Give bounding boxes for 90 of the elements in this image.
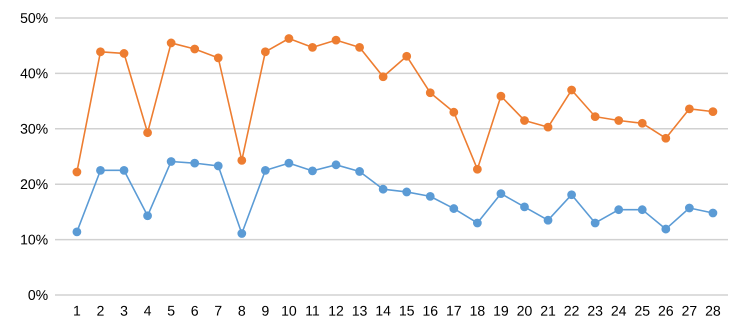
x-tick-label: 13 (352, 306, 367, 316)
point (143, 128, 152, 138)
x-tick-label: 12 (329, 306, 344, 316)
point (684, 204, 694, 212)
point (449, 108, 458, 117)
point (661, 224, 670, 234)
x-tick-label: 23 (588, 306, 602, 316)
x-tick-label: 14 (376, 306, 391, 316)
point (378, 184, 388, 194)
point (520, 116, 529, 125)
point (449, 204, 458, 213)
point (96, 47, 105, 56)
point (308, 166, 317, 176)
x-tick-label: 2 (97, 306, 104, 316)
point (567, 190, 576, 200)
x-tick-label: 7 (215, 306, 222, 316)
point (237, 229, 246, 238)
x-tick-label: 5 (168, 306, 174, 316)
point (378, 72, 388, 82)
point (72, 168, 82, 176)
point (190, 158, 200, 168)
y-tick-label: 0% (28, 290, 48, 300)
point (708, 208, 718, 218)
x-tick-label: 26 (658, 306, 673, 316)
point (661, 134, 670, 143)
point (72, 227, 82, 236)
x-tick-label: 27 (682, 306, 696, 316)
point (590, 218, 600, 228)
point (496, 189, 506, 198)
point (614, 205, 624, 214)
x-tick-label: 6 (192, 306, 198, 316)
y-tick-label: 10% (21, 234, 48, 245)
point (143, 211, 152, 220)
point (544, 216, 552, 225)
point (355, 42, 364, 52)
point (308, 42, 317, 52)
point (237, 156, 246, 165)
point (544, 122, 552, 132)
point (520, 202, 529, 212)
y-tick-label: 40% (20, 68, 48, 78)
point (614, 116, 624, 125)
point (472, 164, 482, 174)
point (214, 162, 223, 170)
point (96, 166, 105, 175)
x-tick-label: 19 (494, 306, 508, 316)
x-tick-label: 24 (612, 306, 626, 316)
point (402, 52, 412, 61)
point (284, 158, 294, 168)
x-tick-label: 22 (564, 306, 579, 316)
point (567, 86, 576, 94)
y-tick-label: 30% (20, 124, 48, 134)
x-tick-label: 20 (517, 306, 532, 316)
point (166, 157, 176, 166)
x-tick-label: 1 (74, 306, 80, 316)
point (260, 47, 270, 56)
point (402, 188, 412, 196)
x-tick-label: 16 (424, 306, 438, 316)
y-tick-label: 20% (20, 179, 48, 190)
x-tick-label: 15 (400, 306, 414, 316)
x-tick-label: 17 (447, 306, 461, 316)
point (166, 38, 176, 48)
point (214, 53, 223, 62)
point (332, 36, 340, 45)
x-tick-label: 25 (635, 306, 650, 316)
point (426, 88, 435, 98)
x-tick-label: 11 (306, 306, 320, 316)
point (355, 167, 364, 176)
x-tick-label: 4 (144, 306, 152, 316)
point (590, 112, 600, 122)
x-tick-label: 9 (262, 306, 269, 316)
point (708, 107, 718, 116)
point (426, 192, 435, 201)
point (638, 205, 647, 214)
point (190, 44, 200, 54)
x-tick-label: 18 (470, 306, 485, 316)
point (638, 118, 647, 128)
point (496, 92, 506, 101)
x-tick-label: 3 (120, 306, 128, 316)
point (472, 218, 482, 228)
x-tick-label: 21 (540, 306, 556, 316)
x-tick-label: 28 (706, 306, 720, 316)
x-tick-label: 10 (282, 306, 296, 316)
point (120, 49, 128, 58)
point (260, 166, 270, 175)
y-tick-label: 50% (20, 13, 48, 23)
point (332, 160, 340, 170)
point (284, 34, 294, 43)
point (120, 166, 128, 175)
point (684, 104, 694, 114)
x-tick-label: 8 (238, 306, 246, 316)
